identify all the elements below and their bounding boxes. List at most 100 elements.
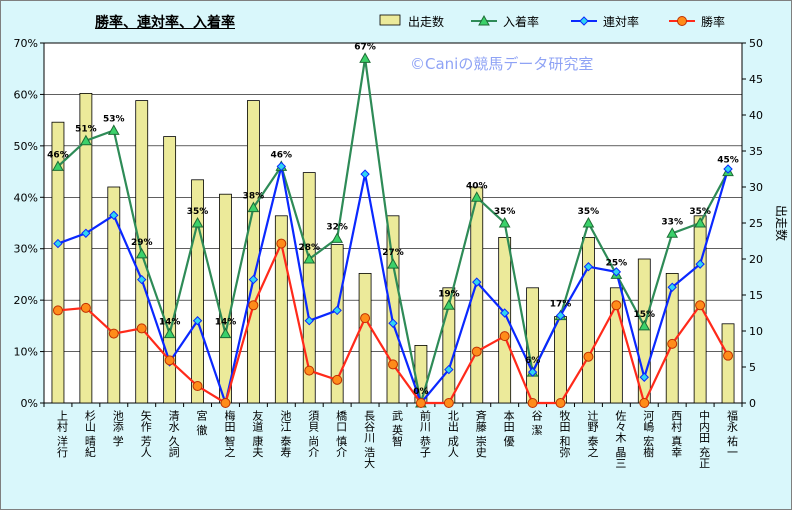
bar xyxy=(721,323,735,404)
data-point xyxy=(415,398,426,408)
data-label: 25% xyxy=(606,258,628,268)
data-point xyxy=(695,259,705,269)
data-label: 38% xyxy=(243,192,265,202)
data-point xyxy=(107,124,120,135)
data-point xyxy=(220,398,231,408)
legend-label: 入着率 xyxy=(503,14,539,29)
y-left-tick-label: 10% xyxy=(14,346,38,359)
data-point xyxy=(332,374,343,385)
y-right-tick-label: 15 xyxy=(749,289,763,302)
data-point xyxy=(583,262,594,272)
data-point xyxy=(388,359,398,370)
x-tick-label: 河嶋 宏樹 xyxy=(642,410,655,458)
x-tick-label: 前川 恭子 xyxy=(418,409,431,458)
bar xyxy=(51,121,65,404)
data-label: 35% xyxy=(187,207,209,217)
data-point xyxy=(470,191,483,202)
data-label: 28% xyxy=(298,243,320,253)
data-point xyxy=(583,351,594,362)
x-tick-label: 福永 祐一 xyxy=(726,409,739,458)
data-point xyxy=(52,305,63,316)
y-left-tick-label: 0% xyxy=(21,397,38,410)
data-point xyxy=(331,232,344,243)
data-point xyxy=(304,316,314,326)
data-point xyxy=(247,201,260,213)
y-right-tick-label: 40 xyxy=(749,109,763,122)
data-label: 67% xyxy=(354,42,376,52)
legend-swatch xyxy=(379,14,401,26)
data-point xyxy=(471,346,482,357)
data-point xyxy=(639,372,649,382)
data-point xyxy=(499,331,510,342)
data-point xyxy=(582,216,595,228)
data-point xyxy=(555,310,566,321)
data-point xyxy=(164,355,175,366)
x-tick-label: 池添 学 xyxy=(111,410,124,447)
data-point xyxy=(332,305,342,316)
data-point xyxy=(388,318,398,328)
data-label: 51% xyxy=(75,125,97,135)
data-label: 45% xyxy=(717,156,739,166)
data-point xyxy=(498,216,511,228)
data-point xyxy=(191,216,204,228)
data-point xyxy=(638,319,651,331)
x-tick-label: 橋口 慎介 xyxy=(335,409,348,458)
x-tick-label: 中内田 充正 xyxy=(698,410,711,469)
data-label: 35% xyxy=(494,207,516,217)
y-right-tick-label: 0 xyxy=(749,397,756,410)
data-point xyxy=(248,274,259,285)
bar xyxy=(554,316,567,404)
y-right-tick-label: 20 xyxy=(749,253,763,266)
y-left-tick-label: 30% xyxy=(14,243,38,256)
y-right-tick-label: 25 xyxy=(749,217,763,230)
data-label: 46% xyxy=(47,150,69,160)
data-point xyxy=(219,327,232,339)
x-tick-label: 清水 久詞 xyxy=(167,410,180,458)
x-tick-label: 斉藤 崇史 xyxy=(474,409,487,458)
data-point xyxy=(667,282,677,292)
x-tick-label: 杉山 晴紀 xyxy=(83,409,96,458)
data-point xyxy=(527,398,538,408)
legend-label: 勝率 xyxy=(701,14,725,29)
data-point xyxy=(136,323,147,334)
x-tick-label: 武 英智 xyxy=(391,410,404,447)
data-label: 6% xyxy=(525,356,540,366)
data-point xyxy=(444,364,454,375)
data-point xyxy=(80,302,91,313)
data-point xyxy=(248,300,259,311)
data-point xyxy=(360,169,370,179)
bar xyxy=(498,236,512,404)
chart-title: 勝率、連対率、入着率 xyxy=(95,15,235,31)
data-point xyxy=(192,316,203,326)
legend-label: 連対率 xyxy=(603,14,639,29)
y-left-tick-label: 60% xyxy=(14,88,38,101)
y-right-tick-label: 30 xyxy=(749,181,763,194)
data-point xyxy=(81,228,91,238)
data-point xyxy=(163,327,176,339)
data-label: 0% xyxy=(413,387,428,397)
data-point xyxy=(135,247,148,259)
data-point xyxy=(53,238,63,249)
y-right-tick-label: 5 xyxy=(749,361,756,374)
data-point xyxy=(109,210,119,220)
data-point xyxy=(472,277,482,287)
data-point xyxy=(360,313,371,324)
x-tick-label: 宮 徹 xyxy=(195,409,208,436)
data-point xyxy=(555,398,566,408)
data-point xyxy=(611,267,622,277)
data-label: 27% xyxy=(382,248,404,258)
data-point xyxy=(695,300,706,311)
legend-marker xyxy=(579,16,589,26)
data-point xyxy=(192,381,203,392)
watermark-text: ©Caniの競馬データ研究室 xyxy=(410,55,594,73)
bar xyxy=(358,272,372,404)
data-label: 29% xyxy=(131,238,153,248)
x-tick-label: 矢作 芳人 xyxy=(139,409,152,458)
legend-marker xyxy=(677,16,687,26)
x-tick-label: 西村 真幸 xyxy=(670,410,683,458)
x-tick-label: 谷 潔 xyxy=(530,410,543,436)
data-point xyxy=(359,52,371,63)
y-right-axis-label: 出走数 xyxy=(774,205,789,241)
data-point xyxy=(108,328,119,339)
